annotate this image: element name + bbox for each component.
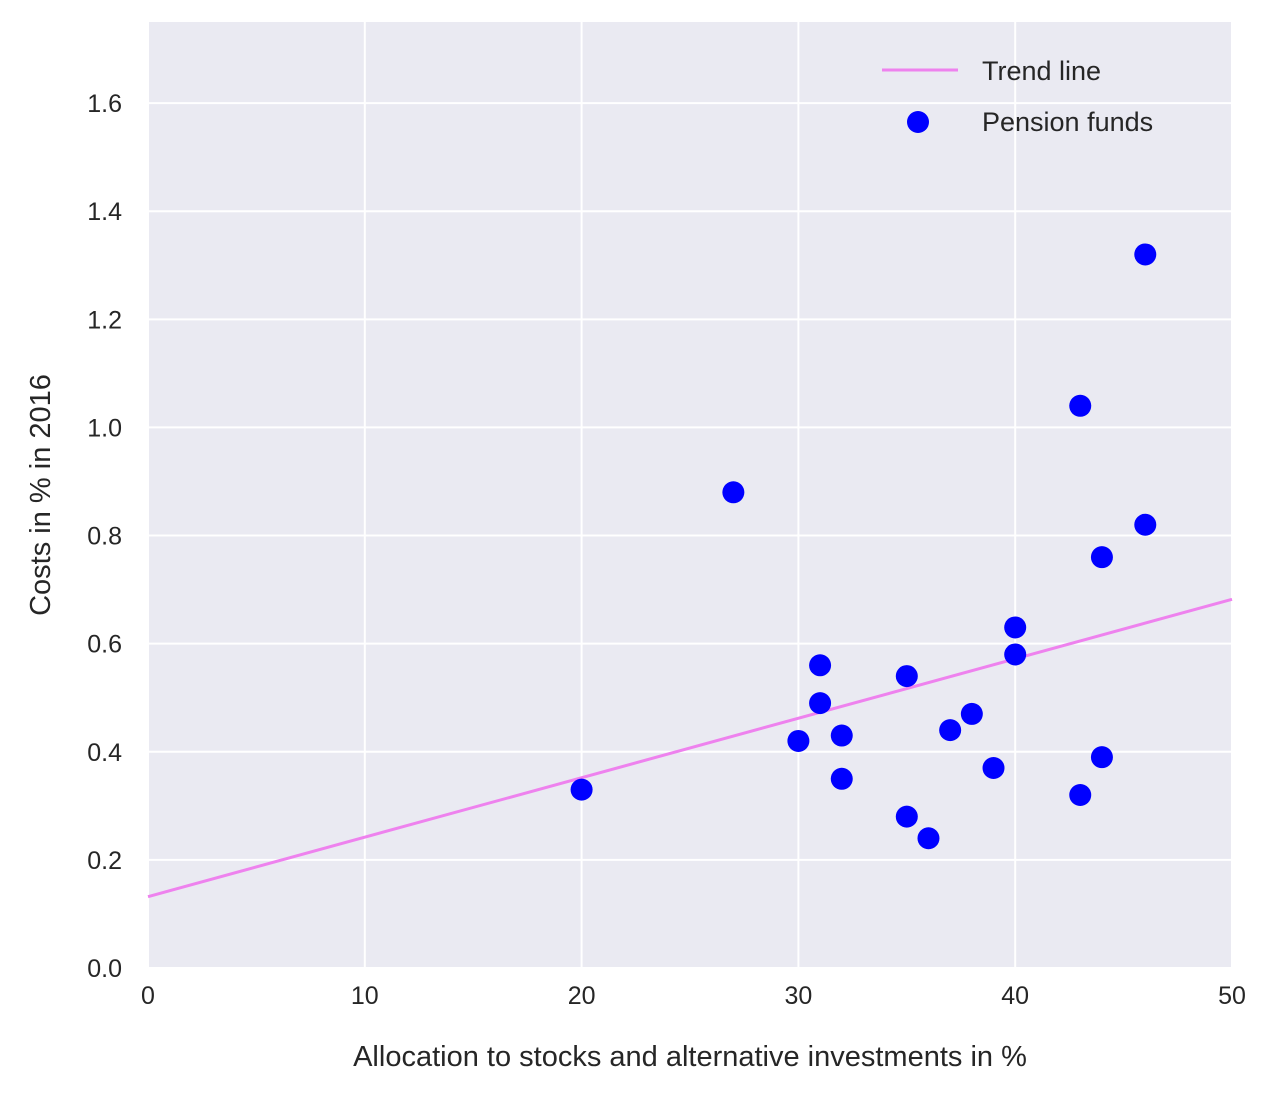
y-tick-label: 0.2 [87, 847, 122, 875]
scatter-point [830, 724, 853, 747]
x-tick-label: 40 [1001, 982, 1029, 1010]
y-tick-label: 0.4 [87, 739, 122, 767]
scatter-point [830, 767, 853, 790]
scatter-point [1134, 243, 1157, 266]
legend-label-trend-line: Trend line [982, 56, 1101, 86]
y-tick-label: 0.8 [87, 523, 122, 551]
grid [147, 22, 1233, 969]
scatter-point [1069, 394, 1092, 417]
scatter-point [1004, 643, 1027, 666]
scatter-point [809, 692, 832, 715]
y-tick-label: 1.0 [87, 414, 122, 442]
scatter-point [787, 729, 810, 752]
scatter-point [722, 481, 745, 504]
legend-marker-pension-funds [907, 111, 929, 133]
scatter-point [917, 827, 940, 850]
scatter-points [570, 243, 1157, 850]
x-tick-label: 20 [568, 982, 596, 1010]
scatter-point [570, 778, 593, 801]
y-tick-label: 0.0 [87, 955, 122, 983]
y-tick-labels: 0.0 0.2 0.4 0.6 0.8 1.0 1.2 1.4 1.6 [87, 90, 122, 983]
y-tick-label: 1.6 [87, 90, 122, 118]
y-tick-label: 1.2 [87, 306, 122, 334]
legend: Trend line Pension funds [882, 56, 1153, 137]
trend-line [147, 597, 1233, 899]
scatter-point [895, 665, 918, 688]
scatter-point [895, 805, 918, 828]
scatter-point [809, 654, 832, 677]
scatter-point [982, 756, 1005, 779]
x-tick-labels: 0 10 20 30 40 50 [141, 982, 1246, 1010]
plot-area [148, 22, 1232, 968]
scatter-point [1090, 546, 1113, 569]
x-tick-label: 10 [351, 982, 379, 1010]
scatter-point [1134, 513, 1157, 536]
y-tick-label: 1.4 [87, 198, 122, 226]
scatter-point [1090, 746, 1113, 769]
scatter-point [960, 702, 983, 725]
legend-label-pension-funds: Pension funds [982, 107, 1153, 137]
x-tick-label: 50 [1218, 982, 1246, 1010]
trend-line-layer [147, 597, 1233, 899]
scatter-point [1069, 784, 1092, 807]
y-axis-label: Costs in % in 2016 [25, 374, 57, 616]
scatter-point [939, 719, 962, 742]
x-tick-label: 30 [784, 982, 812, 1010]
y-tick-label: 0.6 [87, 631, 122, 659]
x-tick-label: 0 [141, 982, 155, 1010]
x-axis-label: Allocation to stocks and alternative inv… [353, 1041, 1027, 1073]
scatter-point [1004, 616, 1027, 639]
